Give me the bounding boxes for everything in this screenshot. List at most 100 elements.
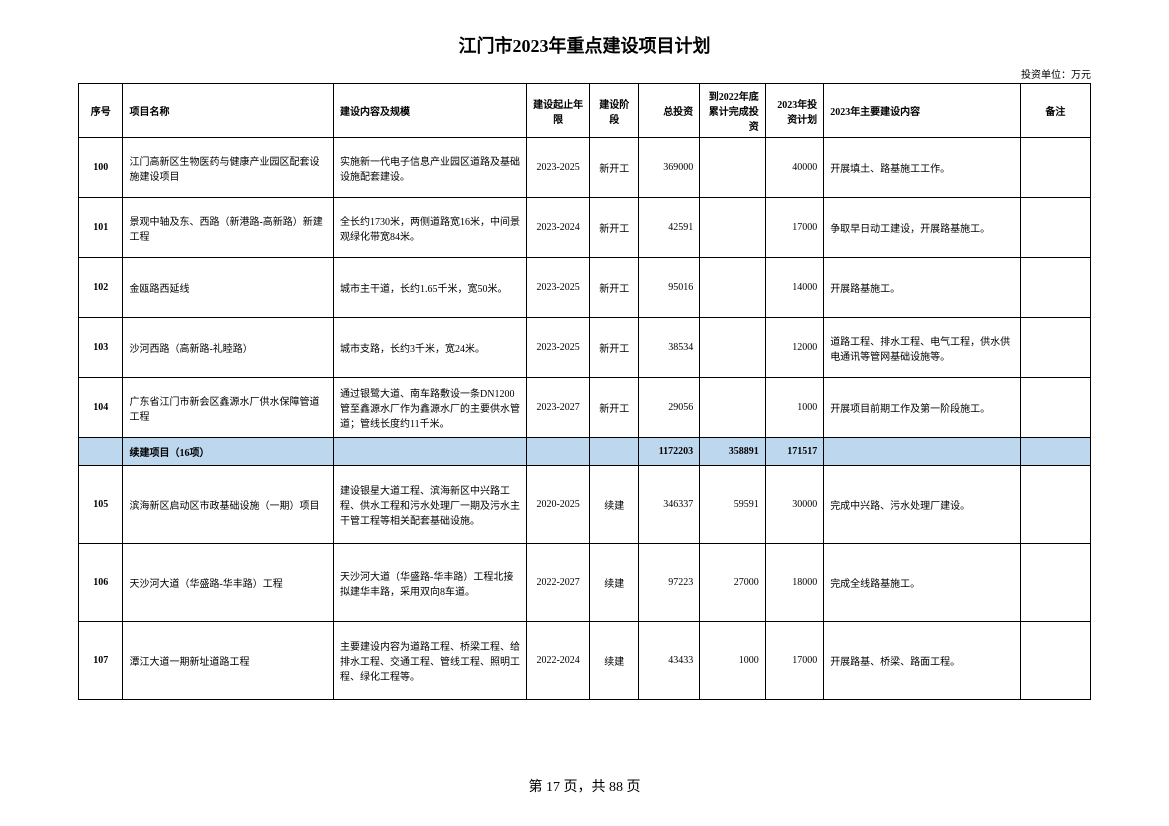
cell-col-content: 通过银鹭大道、南车路敷设一条DN1200管至鑫源水厂作为鑫源水厂的主要供水管道；…	[334, 378, 527, 438]
table-container: 序号 项目名称 建设内容及规模 建设起止年限 建设阶段 总投资 到2022年底累…	[0, 83, 1169, 700]
cell-col-remark	[1020, 622, 1090, 700]
cell-col-content: 天沙河大道（华盛路-华丰路）工程北接拟建华丰路，采用双向8车道。	[334, 544, 527, 622]
cell-col-stage: 续建	[590, 466, 639, 544]
cell-col-seq: 105	[79, 466, 123, 544]
cell-col-total: 95016	[639, 258, 700, 318]
cell-col-seq: 101	[79, 198, 123, 258]
cell-col-cumul: 1000	[700, 622, 766, 700]
cell-col-main: 完成全线路基施工。	[824, 544, 1021, 622]
cell-col-period: 2020-2025	[527, 466, 590, 544]
cell-col-cumul: 59591	[700, 466, 766, 544]
cell-col-cumul	[700, 198, 766, 258]
summary-col-name: 续建项目（16项）	[123, 438, 334, 466]
cell-col-period: 2023-2025	[527, 318, 590, 378]
cell-col-cumul: 27000	[700, 544, 766, 622]
cell-col-plan: 18000	[765, 544, 823, 622]
cell-col-name: 天沙河大道（华盛路-华丰路）工程	[123, 544, 334, 622]
page-title: 江门市2023年重点建设项目计划	[0, 0, 1169, 66]
cell-col-cumul	[700, 318, 766, 378]
col-remark-header: 备注	[1020, 84, 1090, 138]
col-name-header: 项目名称	[123, 84, 334, 138]
cell-col-name: 沙河西路（高新路-礼睦路）	[123, 318, 334, 378]
summary-col-plan: 171517	[765, 438, 823, 466]
cell-col-seq: 104	[79, 378, 123, 438]
summary-col-period	[527, 438, 590, 466]
cell-col-remark	[1020, 466, 1090, 544]
cell-col-plan: 12000	[765, 318, 823, 378]
table-row: 105滨海新区启动区市政基础设施（一期）项目建设银星大道工程、滨海新区中兴路工程…	[79, 466, 1091, 544]
cell-col-content: 城市主干道，长约1.65千米，宽50米。	[334, 258, 527, 318]
cell-col-remark	[1020, 318, 1090, 378]
col-plan-header: 2023年投资计划	[765, 84, 823, 138]
cell-col-name: 潭江大道一期新址道路工程	[123, 622, 334, 700]
summary-row: 续建项目（16项） 1172203358891171517	[79, 438, 1091, 466]
cell-col-plan: 1000	[765, 378, 823, 438]
cell-col-remark	[1020, 258, 1090, 318]
summary-col-total: 1172203	[639, 438, 700, 466]
summary-col-main	[824, 438, 1021, 466]
table-row: 102金瓯路西延线城市主干道，长约1.65千米，宽50米。2023-2025新开…	[79, 258, 1091, 318]
cell-col-main: 开展路基、桥梁、路面工程。	[824, 622, 1021, 700]
cell-col-cumul	[700, 258, 766, 318]
table-row: 107潭江大道一期新址道路工程主要建设内容为道路工程、桥梁工程、给排水工程、交通…	[79, 622, 1091, 700]
cell-col-stage: 续建	[590, 622, 639, 700]
cell-col-period: 2022-2027	[527, 544, 590, 622]
cell-col-content: 主要建设内容为道路工程、桥梁工程、给排水工程、交通工程、管线工程、照明工程、绿化…	[334, 622, 527, 700]
page-footer: 第 17 页，共 88 页	[0, 776, 1169, 796]
col-main-header: 2023年主要建设内容	[824, 84, 1021, 138]
summary-col-content	[334, 438, 527, 466]
cell-col-period: 2023-2027	[527, 378, 590, 438]
cell-col-name: 滨海新区启动区市政基础设施（一期）项目	[123, 466, 334, 544]
col-seq-header: 序号	[79, 84, 123, 138]
cell-col-remark	[1020, 138, 1090, 198]
cell-col-name: 金瓯路西延线	[123, 258, 334, 318]
cell-col-main: 开展填土、路基施工工作。	[824, 138, 1021, 198]
projects-table: 序号 项目名称 建设内容及规模 建设起止年限 建设阶段 总投资 到2022年底累…	[78, 83, 1091, 700]
unit-label: 投资单位：万元	[0, 66, 1169, 83]
col-cumul-header: 到2022年底累计完成投资	[700, 84, 766, 138]
cell-col-content: 建设银星大道工程、滨海新区中兴路工程、供水工程和污水处理厂一期及污水主干管工程等…	[334, 466, 527, 544]
cell-col-seq: 103	[79, 318, 123, 378]
cell-col-stage: 新开工	[590, 198, 639, 258]
cell-col-remark	[1020, 198, 1090, 258]
cell-col-period: 2023-2025	[527, 138, 590, 198]
cell-col-stage: 新开工	[590, 318, 639, 378]
cell-col-stage: 新开工	[590, 378, 639, 438]
table-row: 100江门高新区生物医药与健康产业园区配套设施建设项目实施新一代电子信息产业园区…	[79, 138, 1091, 198]
summary-col-remark	[1020, 438, 1090, 466]
table-row: 103沙河西路（高新路-礼睦路）城市支路，长约3千米，宽24米。2023-202…	[79, 318, 1091, 378]
cell-col-remark	[1020, 544, 1090, 622]
cell-col-content: 全长约1730米，两侧道路宽16米，中间景观绿化带宽84米。	[334, 198, 527, 258]
table-row: 101景观中轴及东、西路（新港路-高新路）新建工程全长约1730米，两侧道路宽1…	[79, 198, 1091, 258]
cell-col-stage: 续建	[590, 544, 639, 622]
summary-col-stage	[590, 438, 639, 466]
cell-col-period: 2023-2025	[527, 258, 590, 318]
cell-col-name: 景观中轴及东、西路（新港路-高新路）新建工程	[123, 198, 334, 258]
cell-col-main: 争取早日动工建设，开展路基施工。	[824, 198, 1021, 258]
cell-col-name: 江门高新区生物医药与健康产业园区配套设施建设项目	[123, 138, 334, 198]
cell-col-cumul	[700, 138, 766, 198]
cell-col-total: 29056	[639, 378, 700, 438]
col-total-header: 总投资	[639, 84, 700, 138]
cell-col-plan: 30000	[765, 466, 823, 544]
cell-col-seq: 102	[79, 258, 123, 318]
cell-col-stage: 新开工	[590, 138, 639, 198]
cell-col-main: 道路工程、排水工程、电气工程，供水供电通讯等管网基础设施等。	[824, 318, 1021, 378]
table-row: 104广东省江门市新会区鑫源水厂供水保障管道工程通过银鹭大道、南车路敷设一条DN…	[79, 378, 1091, 438]
header-row: 序号 项目名称 建设内容及规模 建设起止年限 建设阶段 总投资 到2022年底累…	[79, 84, 1091, 138]
table-body: 100江门高新区生物医药与健康产业园区配套设施建设项目实施新一代电子信息产业园区…	[79, 138, 1091, 700]
cell-col-remark	[1020, 378, 1090, 438]
cell-col-seq: 106	[79, 544, 123, 622]
summary-col-cumul: 358891	[700, 438, 766, 466]
cell-col-main: 完成中兴路、污水处理厂建设。	[824, 466, 1021, 544]
table-row: 106天沙河大道（华盛路-华丰路）工程天沙河大道（华盛路-华丰路）工程北接拟建华…	[79, 544, 1091, 622]
cell-col-period: 2023-2024	[527, 198, 590, 258]
cell-col-total: 346337	[639, 466, 700, 544]
cell-col-seq: 107	[79, 622, 123, 700]
cell-col-content: 实施新一代电子信息产业园区道路及基础设施配套建设。	[334, 138, 527, 198]
cell-col-period: 2022-2024	[527, 622, 590, 700]
cell-col-seq: 100	[79, 138, 123, 198]
cell-col-content: 城市支路，长约3千米，宽24米。	[334, 318, 527, 378]
cell-col-total: 42591	[639, 198, 700, 258]
cell-col-stage: 新开工	[590, 258, 639, 318]
